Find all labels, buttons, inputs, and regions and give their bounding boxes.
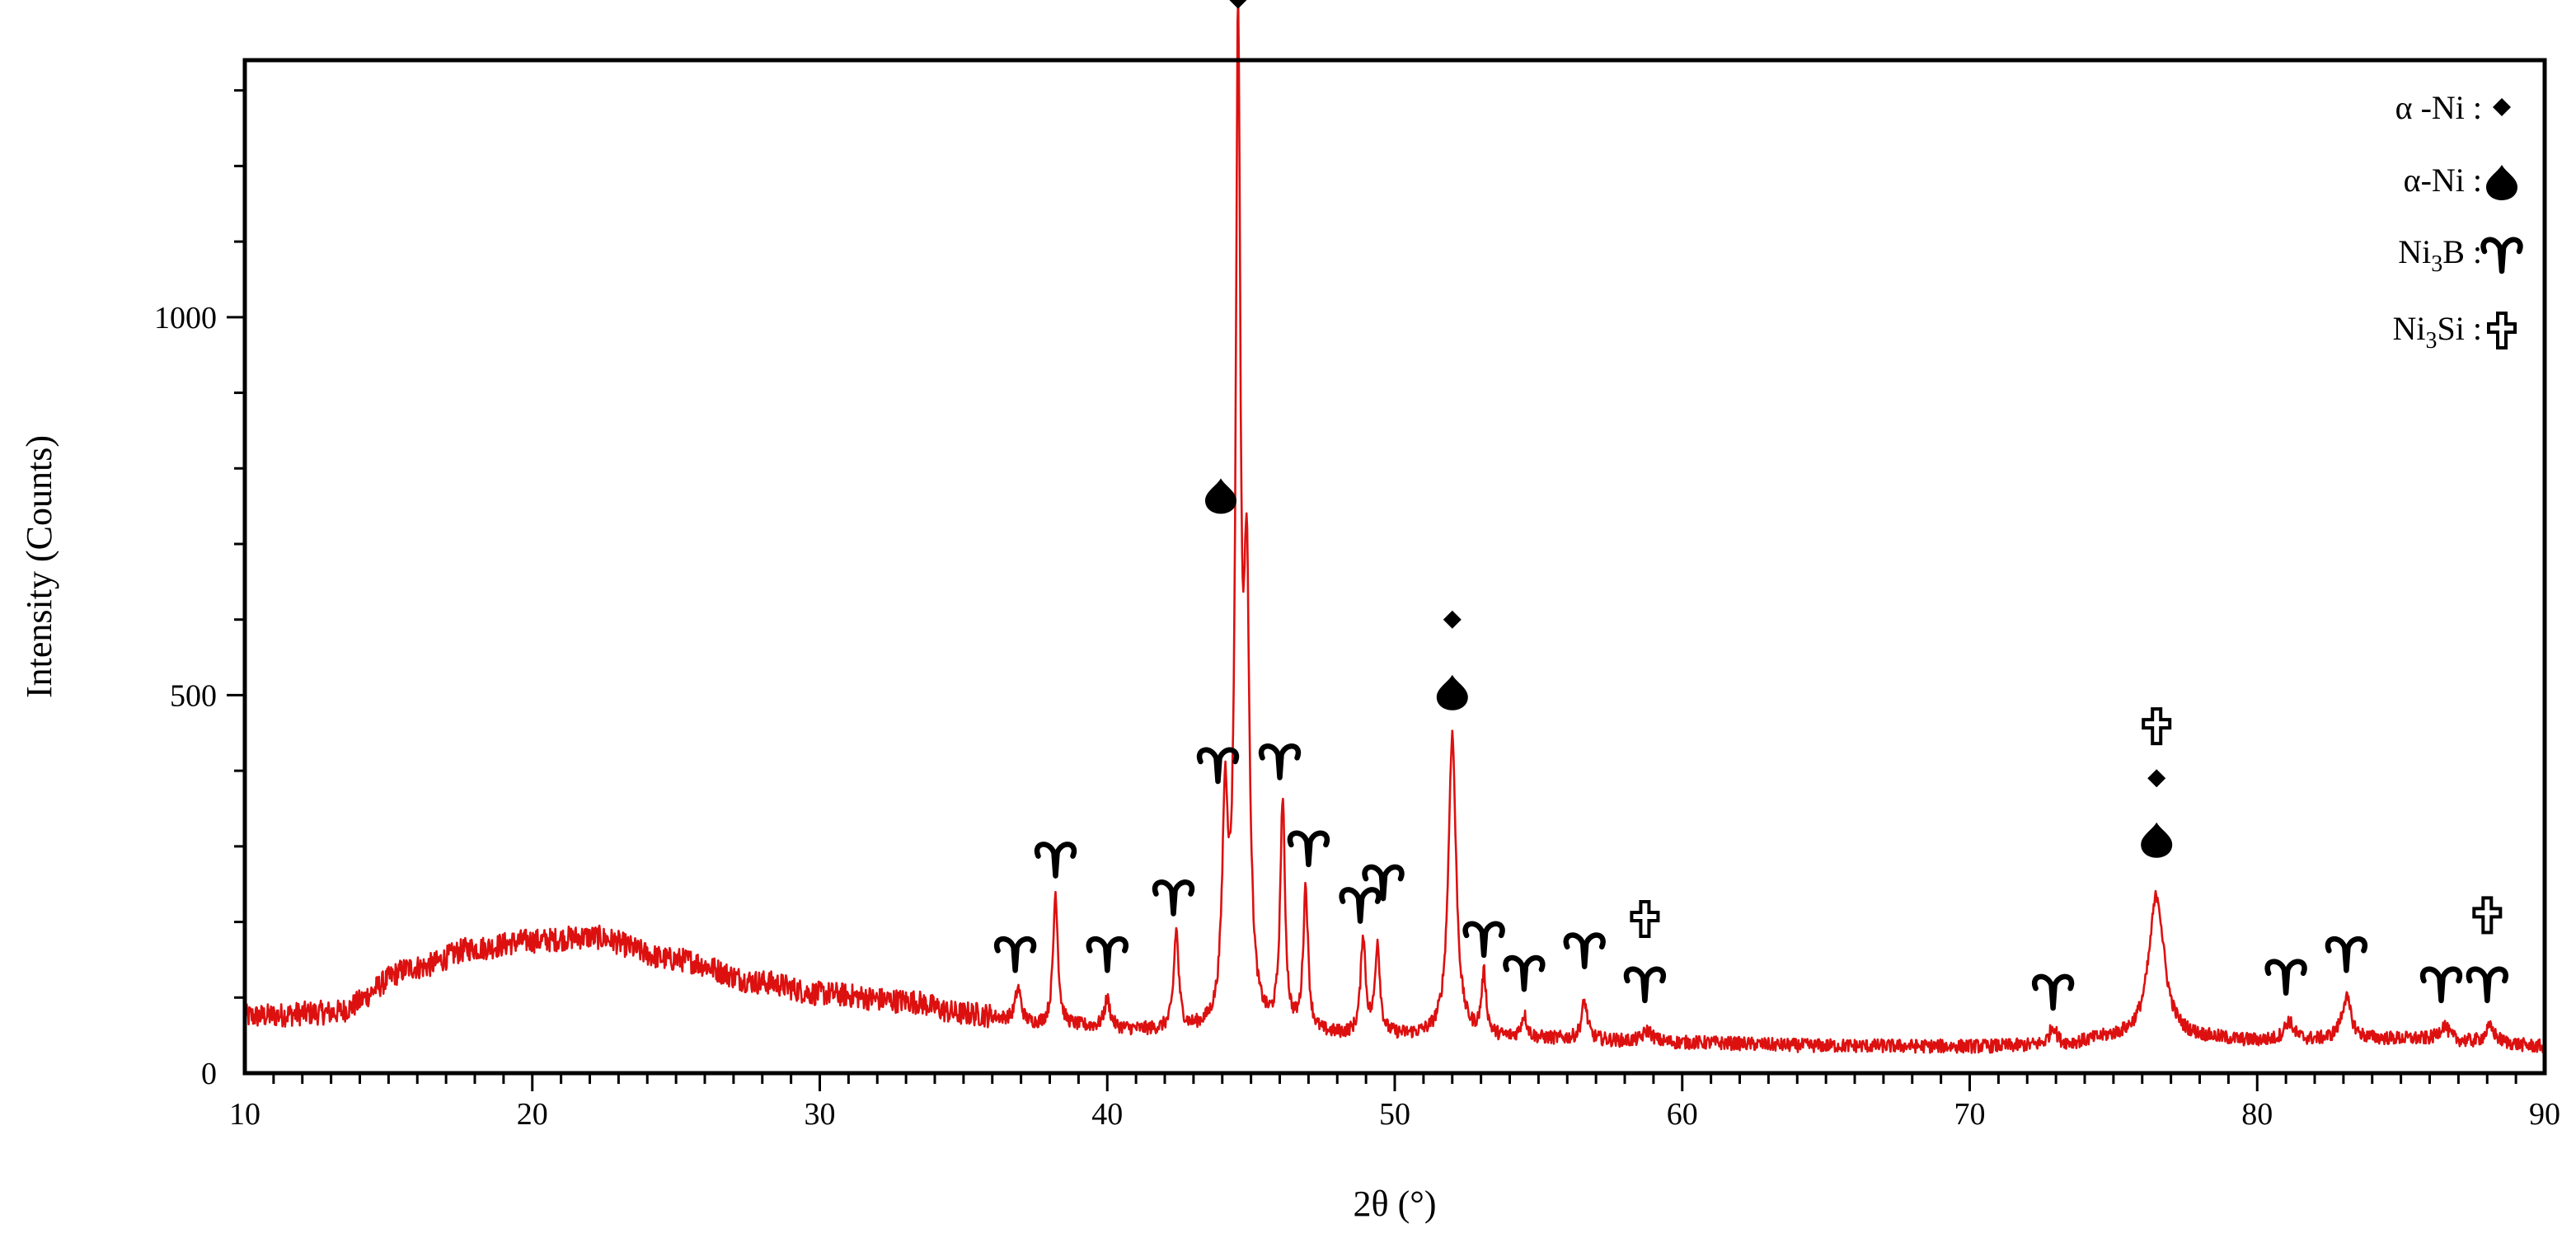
x-tick-label: 90 [2529,1097,2560,1132]
tick-layer: 10 20 30 40 50 60 70 80 90 0 500 1000 [154,89,2560,1132]
cross-marker-icon [2142,707,2172,746]
legend-label-ni3b: Ni3B : [2398,233,2482,277]
aries-marker-icon [2034,977,2072,1008]
diamond-marker-icon [2147,769,2166,788]
diamond-marker-icon [1443,610,1462,629]
aries-marker-icon [1566,935,1603,967]
x-tick-label: 70 [1954,1097,1986,1132]
aries-marker-icon [1199,750,1236,781]
aries-marker-icon [1342,889,1379,921]
cross-icon [2487,312,2517,349]
aries-icon [2484,240,2521,271]
aries-marker-icon [2423,969,2460,1001]
legend: α -Ni : α-Ni : Ni3B : Ni3Si : [2393,89,2521,354]
cross-marker-icon [1630,900,1660,938]
legend-label-ni3si: Ni3Si : [2393,310,2482,354]
aries-marker-icon [1626,969,1663,1001]
x-tick-label: 50 [1379,1097,1410,1132]
diamond-icon [2493,98,2511,116]
drop-marker-icon [2141,822,2173,858]
aries-marker-icon [1037,844,1074,875]
x-tick-label: 60 [1667,1097,1698,1132]
aries-marker-icon [1290,833,1327,865]
y-tick-label: 0 [201,1057,217,1091]
x-tick-label: 30 [805,1097,836,1132]
trace-layer [243,0,2546,1054]
y-tick-label: 500 [170,678,217,713]
plot-frame [242,58,2547,1076]
x-tick-label: 20 [517,1097,548,1132]
x-axis-title: 2θ (°) [1354,1184,1437,1224]
drop-marker-icon [1436,674,1468,710]
aries-marker-icon [997,939,1034,970]
diamond-marker-icon [1228,0,1247,9]
aries-marker-icon [1365,867,1402,898]
aries-marker-icon [2328,939,2365,970]
y-tick-label: 1000 [154,301,217,335]
aries-marker-icon [2268,962,2305,993]
x-tick-label: 80 [2241,1097,2273,1132]
legend-label-alpha-ni-diamond: α -Ni : [2395,89,2482,126]
aries-marker-icon [1505,958,1542,989]
cross-marker-icon [2472,896,2503,935]
aries-marker-icon [1466,924,1503,955]
drop-icon [2486,165,2517,200]
aries-marker-icon [1261,746,1298,777]
drop-marker-icon [1205,478,1236,514]
x-tick-label: 10 [229,1097,260,1132]
aries-marker-icon [2469,969,2506,1001]
aries-marker-icon [1155,882,1192,913]
legend-label-alpha-ni-drop: α-Ni : [2404,162,2482,199]
xrd-pattern-line [243,0,2546,1054]
x-tick-label: 40 [1091,1097,1123,1132]
y-axis-title: Intensity (Counts) [19,435,59,698]
aries-marker-icon [1089,939,1126,970]
